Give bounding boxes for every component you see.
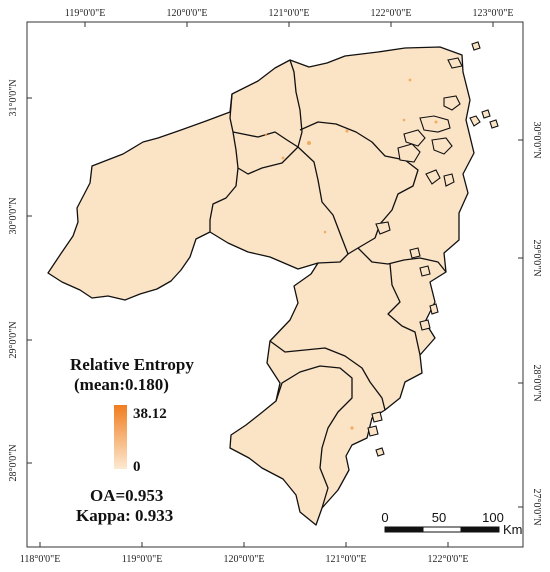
top-tick-label: 120°0'0"E — [167, 8, 208, 19]
top-tick-label: 122°0'0"E — [371, 8, 412, 19]
left-tick-label: 31°0'0"N — [8, 79, 19, 116]
bottom-tick-label: 122°0'0"E — [428, 554, 469, 565]
top-tick-label: 123°0'0"E — [473, 8, 514, 19]
entropy-hotspots — [264, 78, 438, 430]
top-tick-label: 121°0'0"E — [269, 8, 310, 19]
left-tick-label: 30°0'0"N — [8, 197, 19, 234]
left-tick-label: 29°0'0"N — [8, 321, 19, 358]
bottom-tick-label: 120°0'0"E — [224, 554, 265, 565]
scale-label: 50 — [432, 510, 446, 525]
kappa-coefficient: Kappa: 0.933 — [76, 506, 173, 525]
legend-subtitle: (mean:0.180) — [74, 375, 169, 394]
islands — [367, 41, 499, 457]
right-tick-label: 28°0'0"N — [531, 364, 542, 401]
frame-ticks — [27, 22, 523, 547]
right-tick-label: 30°0'0"N — [531, 121, 542, 158]
scale-bar — [384, 526, 500, 533]
bottom-tick-label: 119°0'0"E — [122, 554, 163, 565]
city-boundaries — [209, 59, 447, 509]
right-tick-label: 29°0'0"N — [531, 239, 542, 276]
legend-max-label: 38.12 — [133, 406, 167, 422]
bottom-tick-label: 121°0'0"E — [326, 554, 367, 565]
legend-min-label: 0 — [133, 459, 141, 475]
right-tick-label: 27°0'0"N — [531, 488, 542, 525]
left-tick-label: 28°0'0"N — [8, 444, 19, 481]
legend-color-ramp — [114, 405, 127, 469]
scale-label: 0 — [381, 510, 388, 525]
bottom-tick-label: 118°0'0"E — [20, 554, 61, 565]
overall-accuracy: OA=0.953 — [90, 486, 163, 505]
legend-title: Relative Entropy — [70, 355, 194, 374]
top-tick-label: 119°0'0"E — [65, 8, 106, 19]
scale-unit: Km — [503, 522, 523, 537]
scale-label: 100 — [482, 510, 504, 525]
